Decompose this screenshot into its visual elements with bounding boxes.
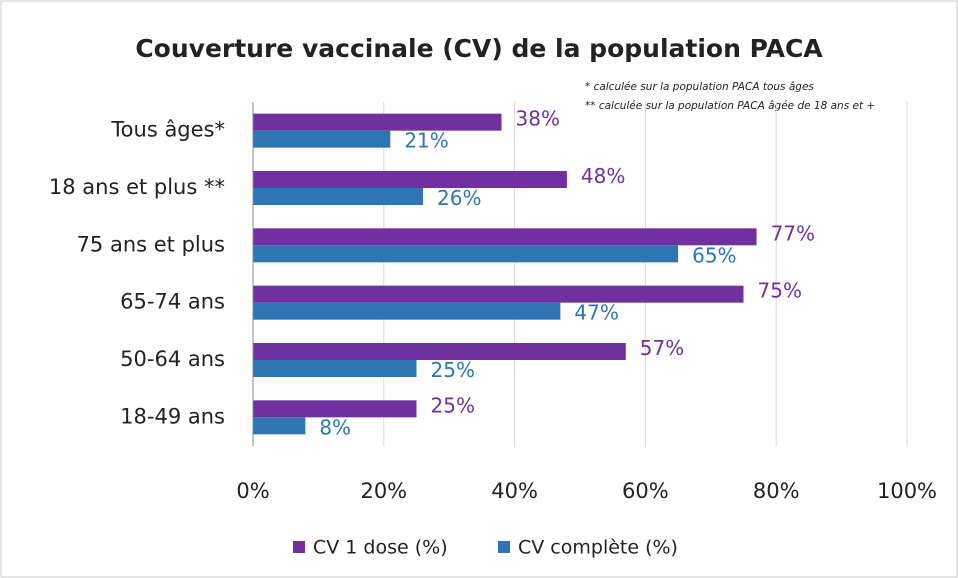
- chart-title: Couverture vaccinale (CV) de la populati…: [135, 34, 823, 63]
- legend-label: CV complète (%): [518, 537, 678, 559]
- x-tick-label: 0%: [236, 479, 269, 503]
- x-tick-label: 80%: [753, 479, 800, 503]
- value-label: 57%: [640, 336, 684, 360]
- legend-swatch: [498, 541, 510, 553]
- value-label: 25%: [431, 393, 475, 417]
- bar: [253, 245, 679, 263]
- value-label: 21%: [404, 129, 448, 153]
- legend-label: CV 1 dose (%): [313, 537, 448, 559]
- x-tick-label: 60%: [622, 479, 669, 503]
- value-label: 47%: [574, 301, 618, 325]
- value-label: 8%: [319, 415, 351, 439]
- bar: [253, 360, 417, 377]
- y-tick-label: 50-64 ans: [120, 347, 225, 371]
- bar: [253, 113, 502, 131]
- bar: [253, 188, 424, 205]
- annotation: ** calculée sur la population PACA âgée …: [585, 100, 875, 112]
- y-tick-label: 18-49 ans: [120, 404, 225, 428]
- value-label: 77%: [771, 221, 815, 245]
- bar: [253, 417, 306, 435]
- y-tick-label: 75 ans et plus: [77, 232, 225, 256]
- x-tick-label: 20%: [360, 479, 407, 503]
- bar: [253, 285, 744, 303]
- bar: [253, 228, 757, 246]
- value-label: 26%: [437, 186, 481, 210]
- x-tick-label: 40%: [491, 479, 538, 503]
- y-tick-label: 18 ans et plus **: [49, 175, 225, 199]
- y-tick-label: 65-74 ans: [120, 290, 225, 314]
- y-tick-label: Tous âges*: [110, 118, 225, 142]
- x-tick-label: 100%: [877, 479, 937, 503]
- annotation: * calculée sur la population PACA tous â…: [585, 81, 814, 93]
- bar: [253, 400, 417, 418]
- bar: [253, 130, 391, 148]
- value-label: 48%: [581, 164, 625, 188]
- value-label: 25%: [431, 358, 475, 382]
- bar: [253, 343, 626, 360]
- bar: [253, 171, 567, 188]
- legend-swatch: [293, 541, 305, 553]
- value-label: 65%: [692, 243, 736, 267]
- bar: [253, 302, 561, 320]
- value-label: 75%: [758, 279, 802, 303]
- value-label: 38%: [516, 107, 560, 131]
